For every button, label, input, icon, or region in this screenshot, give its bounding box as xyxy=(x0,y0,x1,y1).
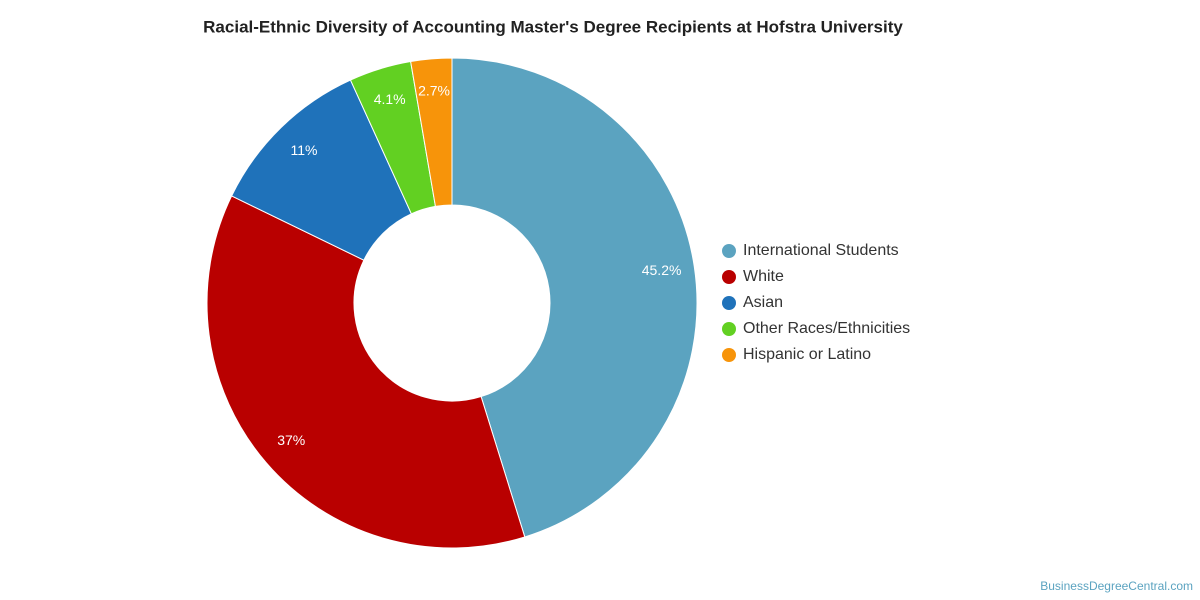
donut-slice xyxy=(410,57,453,207)
legend-swatch xyxy=(722,348,736,362)
legend-swatch xyxy=(722,270,736,284)
data-label: 4.1% xyxy=(374,91,406,107)
legend-label: Other Races/Ethnicities xyxy=(743,320,910,337)
chart-title: Racial-Ethnic Diversity of Accounting Ma… xyxy=(203,17,903,36)
legend-label: Asian xyxy=(743,294,783,311)
data-label: 2.7% xyxy=(418,82,450,98)
legend-label: White xyxy=(743,268,784,285)
legend-swatch xyxy=(722,296,736,310)
donut-slice xyxy=(451,57,698,538)
legend-label: International Students xyxy=(743,242,899,259)
donut-slice xyxy=(206,195,526,549)
source-credit: BusinessDegreeCentral.com xyxy=(1040,579,1193,593)
data-label: 11% xyxy=(290,142,317,158)
data-label: 45.2% xyxy=(642,262,682,278)
legend-swatch xyxy=(722,322,736,336)
legend-swatch xyxy=(722,244,736,258)
legend-label: Hispanic or Latino xyxy=(743,346,871,363)
data-label: 37% xyxy=(277,432,305,448)
